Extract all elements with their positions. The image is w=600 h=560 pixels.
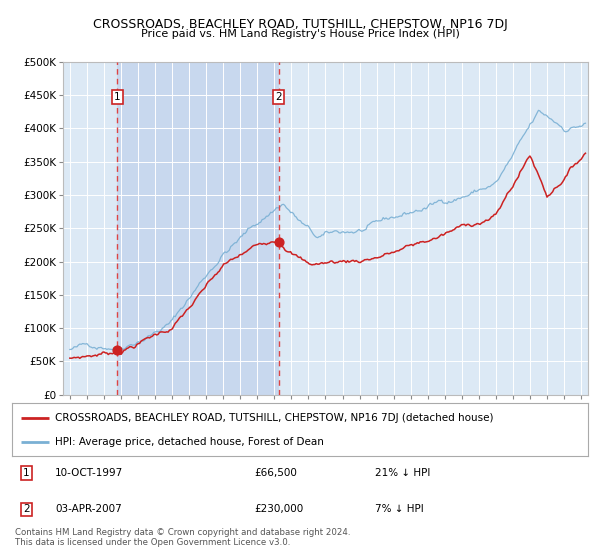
- Text: HPI: Average price, detached house, Forest of Dean: HPI: Average price, detached house, Fore…: [55, 437, 324, 447]
- Text: £230,000: £230,000: [254, 505, 303, 515]
- Point: [274, 237, 283, 246]
- Text: CROSSROADS, BEACHLEY ROAD, TUTSHILL, CHEPSTOW, NP16 7DJ: CROSSROADS, BEACHLEY ROAD, TUTSHILL, CHE…: [92, 18, 508, 31]
- Text: 1: 1: [23, 468, 30, 478]
- Text: 03-APR-2007: 03-APR-2007: [55, 505, 122, 515]
- Text: 21% ↓ HPI: 21% ↓ HPI: [375, 468, 430, 478]
- Text: 10-OCT-1997: 10-OCT-1997: [55, 468, 124, 478]
- Text: 2: 2: [275, 92, 282, 102]
- Text: 7% ↓ HPI: 7% ↓ HPI: [375, 505, 424, 515]
- Point: [112, 346, 122, 355]
- Text: Price paid vs. HM Land Registry's House Price Index (HPI): Price paid vs. HM Land Registry's House …: [140, 29, 460, 39]
- Text: 2: 2: [23, 505, 30, 515]
- Text: 1: 1: [114, 92, 121, 102]
- Text: £66,500: £66,500: [254, 468, 297, 478]
- Bar: [117, 62, 278, 395]
- Text: CROSSROADS, BEACHLEY ROAD, TUTSHILL, CHEPSTOW, NP16 7DJ (detached house): CROSSROADS, BEACHLEY ROAD, TUTSHILL, CHE…: [55, 413, 494, 423]
- Text: Contains HM Land Registry data © Crown copyright and database right 2024.
This d: Contains HM Land Registry data © Crown c…: [15, 528, 350, 547]
